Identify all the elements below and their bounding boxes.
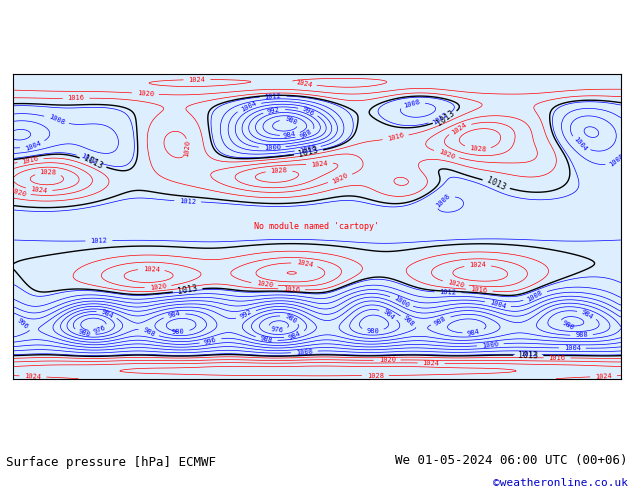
- Text: 1012: 1012: [90, 238, 108, 244]
- Text: 984: 984: [100, 308, 114, 319]
- Text: 1028: 1028: [39, 170, 57, 176]
- Text: 976: 976: [93, 325, 107, 335]
- Text: 1016: 1016: [470, 286, 488, 294]
- Text: 1024: 1024: [295, 79, 313, 88]
- Text: 1008: 1008: [295, 348, 313, 356]
- Text: 1024: 1024: [30, 186, 48, 194]
- Text: 1008: 1008: [48, 114, 66, 126]
- Text: 1028: 1028: [270, 167, 288, 174]
- Text: 1016: 1016: [283, 286, 301, 293]
- Text: 1012: 1012: [520, 351, 537, 358]
- Text: 1012: 1012: [264, 93, 281, 99]
- Text: 988: 988: [259, 335, 273, 344]
- Text: 984: 984: [282, 131, 296, 139]
- Text: 1020: 1020: [447, 279, 465, 289]
- Text: 1024: 1024: [469, 262, 486, 269]
- Text: 992: 992: [239, 309, 253, 320]
- Text: 1024: 1024: [143, 266, 160, 272]
- Text: 984: 984: [167, 310, 181, 319]
- Text: 1028: 1028: [469, 145, 486, 153]
- Text: 980: 980: [284, 312, 298, 324]
- Text: 1008: 1008: [435, 193, 451, 208]
- Text: 976: 976: [271, 326, 284, 334]
- Text: 984: 984: [288, 330, 302, 341]
- Text: 1020: 1020: [149, 283, 167, 291]
- Text: 1016: 1016: [22, 156, 39, 165]
- Text: 1008: 1008: [299, 144, 317, 154]
- Text: 1004: 1004: [240, 100, 257, 113]
- Text: 1020: 1020: [437, 148, 455, 160]
- Text: 1013: 1013: [518, 351, 538, 360]
- Text: 996: 996: [302, 105, 316, 117]
- Text: 1020: 1020: [137, 90, 154, 98]
- Text: 980: 980: [366, 328, 379, 334]
- Text: 984: 984: [382, 308, 396, 321]
- Text: 988: 988: [434, 315, 448, 326]
- Text: 1008: 1008: [403, 98, 421, 109]
- Text: Surface pressure [hPa] ECMWF: Surface pressure [hPa] ECMWF: [6, 456, 216, 469]
- Text: 1024: 1024: [188, 76, 205, 83]
- Text: 992: 992: [267, 106, 281, 115]
- Text: 1012: 1012: [179, 198, 197, 205]
- Text: 1000: 1000: [481, 341, 499, 349]
- Text: 1024: 1024: [24, 373, 42, 380]
- Text: 1020: 1020: [183, 139, 191, 157]
- Text: 980: 980: [284, 116, 298, 126]
- Text: 980: 980: [77, 328, 91, 338]
- Text: 1020: 1020: [378, 357, 396, 363]
- Text: 988: 988: [142, 327, 156, 338]
- Text: 1016: 1016: [548, 355, 566, 361]
- Text: 1013: 1013: [177, 284, 198, 296]
- Text: 984: 984: [467, 328, 481, 337]
- Text: 984: 984: [581, 308, 595, 320]
- Text: 1004: 1004: [564, 345, 581, 351]
- Text: 1024: 1024: [295, 259, 313, 269]
- Text: No module named 'cartopy': No module named 'cartopy': [254, 222, 380, 231]
- Text: 1004: 1004: [24, 140, 42, 151]
- Text: 1008: 1008: [609, 152, 626, 168]
- Text: 1008: 1008: [526, 289, 544, 303]
- Text: 1012: 1012: [432, 111, 449, 126]
- Text: We 01-05-2024 06:00 UTC (00+06): We 01-05-2024 06:00 UTC (00+06): [395, 454, 628, 466]
- Text: 1013: 1013: [298, 146, 320, 159]
- Text: 1024: 1024: [311, 160, 328, 168]
- Text: 1016: 1016: [387, 132, 404, 143]
- Text: 1004: 1004: [572, 136, 588, 152]
- Text: 996: 996: [16, 318, 30, 331]
- Text: 1020: 1020: [331, 172, 349, 185]
- Text: 1012: 1012: [439, 289, 456, 295]
- Text: 988: 988: [402, 315, 415, 328]
- Text: 1013: 1013: [485, 176, 507, 193]
- Text: 1013: 1013: [435, 108, 456, 127]
- Text: 996: 996: [204, 336, 217, 345]
- Text: 980: 980: [560, 320, 575, 331]
- Text: 1012: 1012: [80, 153, 98, 166]
- Text: 1013: 1013: [82, 154, 104, 171]
- Text: 988: 988: [575, 332, 588, 339]
- Text: 1000: 1000: [392, 294, 410, 309]
- Text: 1024: 1024: [595, 373, 612, 380]
- Text: 980: 980: [172, 328, 185, 335]
- Text: 988: 988: [299, 128, 313, 140]
- Text: 1024: 1024: [451, 122, 468, 136]
- Text: 1016: 1016: [68, 95, 84, 101]
- Text: 1020: 1020: [256, 280, 273, 289]
- Text: 1024: 1024: [422, 360, 440, 367]
- Text: ©weatheronline.co.uk: ©weatheronline.co.uk: [493, 477, 628, 488]
- Text: 1020: 1020: [9, 187, 27, 197]
- Text: 1004: 1004: [489, 299, 507, 310]
- Text: 1000: 1000: [264, 145, 281, 151]
- Text: 1028: 1028: [367, 372, 384, 379]
